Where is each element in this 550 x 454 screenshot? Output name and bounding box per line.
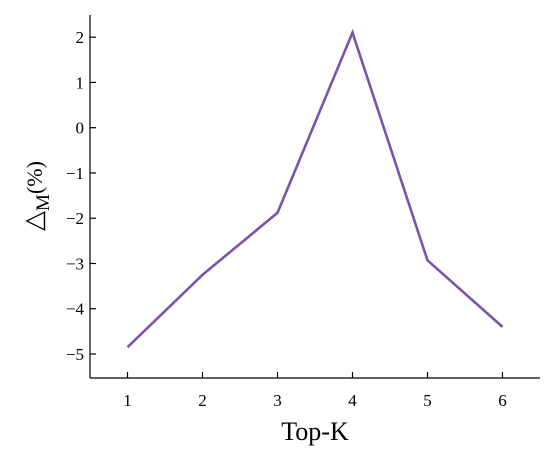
y-tick-label: −1: [66, 164, 84, 183]
x-tick-label: 6: [498, 391, 507, 410]
y-axis-title-text: △M(%): [19, 161, 54, 231]
x-tick-label: 1: [123, 391, 132, 410]
y-title-symbol: △: [19, 211, 48, 231]
y-axis-title: △M(%): [19, 161, 54, 231]
x-tick-label: 3: [273, 391, 282, 410]
y-tick-label: −2: [66, 209, 84, 228]
y-tick-label: −5: [66, 345, 84, 364]
data-line: [126, 28, 504, 349]
y-tick-label: −3: [66, 254, 84, 273]
y-title-unit: (%): [22, 161, 47, 194]
y-tick-label: 2: [76, 28, 85, 47]
y-tick-label: −4: [66, 300, 85, 319]
y-tick-label: 1: [76, 73, 85, 92]
y-title-subscript: M: [33, 194, 54, 211]
x-tick-label: 4: [348, 391, 357, 410]
y-tick-label: 0: [76, 119, 85, 138]
x-tick-label: 5: [423, 391, 432, 410]
x-axis-title: Top-K: [281, 417, 349, 446]
x-tick-label: 2: [198, 391, 207, 410]
